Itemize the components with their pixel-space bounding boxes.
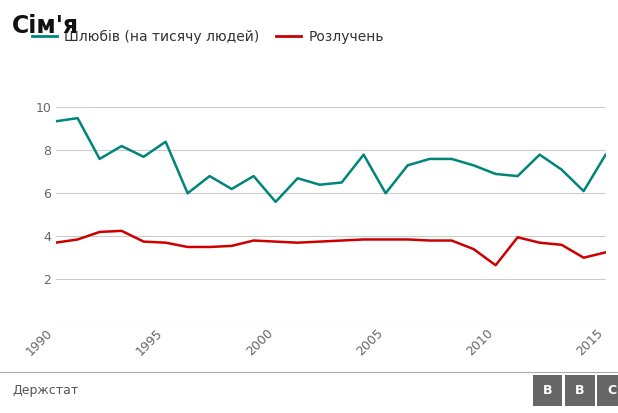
Legend: Шлюбів (на тисячу людей), Розлучень: Шлюбів (на тисячу людей), Розлучень [27, 24, 389, 49]
Text: C: C [607, 384, 616, 396]
Text: B: B [575, 384, 585, 396]
Text: Держстат: Держстат [12, 384, 78, 397]
Text: B: B [543, 384, 552, 396]
Text: Сім'я: Сім'я [12, 14, 80, 38]
